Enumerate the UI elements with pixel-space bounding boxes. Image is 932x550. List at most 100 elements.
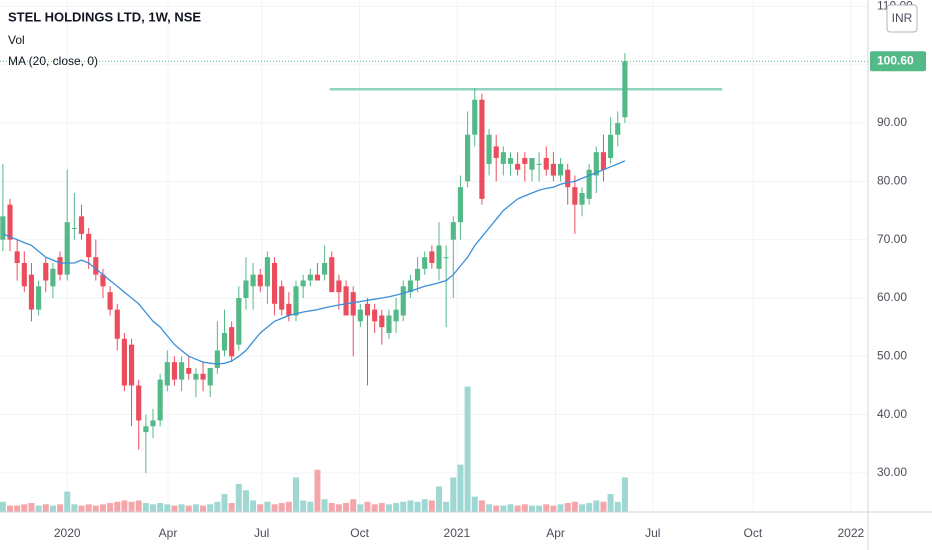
candle-body: [179, 362, 185, 380]
volume-bar: [157, 503, 164, 512]
candle-body: [522, 158, 528, 164]
volume-bar: [486, 504, 493, 512]
y-tick-label: 70.00: [877, 232, 907, 246]
volume-bar: [443, 501, 450, 512]
volume-bar: [200, 505, 207, 512]
candle-body: [479, 99, 485, 199]
candle-body: [86, 233, 92, 258]
candle-body: [7, 204, 13, 240]
y-tick-label: 30.00: [877, 465, 907, 479]
candle-body: [493, 146, 499, 159]
candle-body: [322, 262, 328, 275]
candle-body: [307, 274, 313, 281]
candle-body: [550, 163, 556, 176]
volume-bar: [185, 505, 192, 512]
candle-body: [286, 303, 292, 316]
volume-bar: [493, 505, 500, 512]
volume-bar: [507, 504, 514, 512]
candle-body: [200, 373, 206, 380]
last-price-tag: [870, 51, 926, 72]
candle-body: [600, 152, 607, 170]
y-tick-label: 80.00: [877, 174, 907, 188]
volume-bar: [378, 503, 385, 512]
volume-bar: [64, 491, 71, 512]
volume-bar: [121, 500, 128, 512]
volume-bar: [71, 504, 78, 512]
volume-bar: [328, 503, 335, 512]
candle-body: [386, 315, 392, 333]
candle-body: [150, 420, 156, 427]
candle-body: [400, 286, 406, 316]
volume-bar: [99, 504, 106, 512]
volume-bar: [171, 505, 178, 512]
y-tick-label: 40.00: [877, 407, 907, 421]
volume-bar: [28, 503, 35, 512]
candle-body: [264, 257, 270, 287]
candle-body: [372, 309, 378, 322]
x-tick-label: 2020: [54, 526, 81, 540]
candle-body: [114, 309, 120, 339]
volume-bar: [586, 503, 593, 512]
volume-bar: [285, 501, 292, 512]
candle-body: [593, 152, 599, 176]
candle-body: [100, 274, 106, 287]
candle-body: [279, 286, 285, 310]
candle-body: [64, 222, 70, 275]
volume-bar: [92, 505, 99, 512]
volume-bar: [293, 477, 300, 512]
candle-body: [429, 251, 435, 263]
x-tick-label: Jul: [645, 526, 660, 540]
x-tick-label: Oct: [744, 526, 763, 540]
volume-bar: [242, 490, 249, 512]
candle-body: [343, 286, 349, 316]
volume-bar: [364, 501, 371, 512]
volume-bar: [421, 499, 428, 512]
candle-body: [14, 251, 20, 263]
currency-label[interactable]: INR: [892, 11, 913, 25]
candle-body: [529, 158, 535, 170]
candle-body: [615, 123, 621, 135]
volume-bar: [428, 500, 435, 512]
volume-bar: [250, 500, 257, 512]
candle-body: [207, 367, 213, 386]
volume-bar: [57, 504, 64, 512]
candle-body: [314, 274, 321, 281]
candle-body: [71, 228, 77, 230]
x-tick-label: Jul: [254, 526, 269, 540]
volume-bar: [114, 501, 121, 512]
volume-bar: [307, 501, 314, 512]
candle-body: [350, 292, 356, 316]
candle-body: [357, 309, 363, 322]
volume-bar: [521, 504, 528, 512]
x-tick-label: Oct: [350, 526, 369, 540]
candle-body: [0, 216, 6, 240]
candle-body: [507, 158, 514, 164]
volume-bar: [471, 496, 478, 512]
candle-body: [443, 257, 449, 259]
candle-body: [414, 268, 421, 281]
volume-bar: [571, 501, 578, 512]
candle-body: [57, 257, 63, 275]
candle-body: [379, 315, 385, 328]
candle-body: [336, 280, 342, 293]
volume-bar: [214, 501, 221, 512]
volume-bar: [207, 504, 214, 512]
volume-bar: [78, 505, 85, 512]
volume-bar: [557, 504, 564, 512]
volume-bar: [385, 504, 392, 512]
candle-body: [515, 163, 521, 170]
x-tick-label: 2021: [444, 526, 471, 540]
candle-body: [407, 280, 413, 293]
volume-bar: [514, 505, 521, 512]
candle-body: [536, 163, 542, 165]
candle-body: [457, 187, 464, 223]
candle-body: [436, 245, 442, 269]
currency-box[interactable]: [886, 4, 918, 33]
candle-body: [622, 61, 628, 118]
candle-body: [543, 158, 549, 170]
candle-body: [500, 152, 506, 164]
candle-body: [257, 274, 263, 287]
volume-bar: [350, 499, 357, 512]
volume-bar: [528, 505, 535, 512]
